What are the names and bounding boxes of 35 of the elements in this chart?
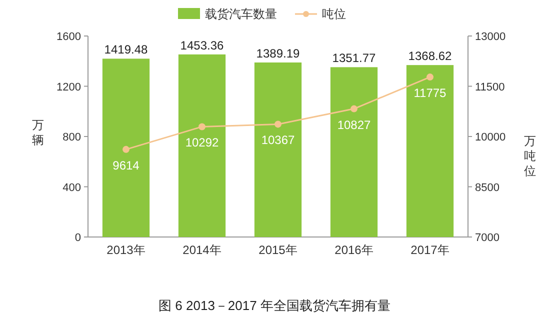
y-tick-label: 0 [74,232,81,244]
y-tick-label: 1200 [56,81,81,94]
point [350,105,358,112]
data-label: 1419.48 [104,42,148,57]
x-tick-label: 2015年 [258,243,298,257]
data-label: 9614 [112,158,140,172]
y-tick-label: 400 [62,182,81,194]
data-label: 1368.62 [408,49,452,64]
x-tick-label: 2017年 [410,243,450,257]
y-axis-title: 万辆 [32,118,44,147]
data-label: 11775 [414,86,447,100]
point [122,146,130,153]
data-label: 1389.19 [256,46,300,60]
x-tick-label: 2016年 [334,243,374,257]
data-label: 10827 [337,118,372,132]
legend-label: 载货汽车数量 [205,7,277,21]
data-label: 10292 [185,136,220,150]
x-tick-label: 2013年 [106,243,146,257]
data-label: 1351.77 [332,51,376,66]
data-label: 10367 [261,133,296,148]
data-label: 1453.36 [180,38,224,52]
y-tick-label: 1600 [56,31,81,43]
point [198,123,206,130]
y2-tick-label: 8500 [475,182,500,194]
point [426,74,434,81]
y-tick-label: 800 [62,132,81,144]
point [274,120,282,128]
y2-tick-label: 7000 [475,232,500,244]
y2-tick-label: 13000 [475,31,506,43]
y2-tick-label: 10000 [475,132,506,144]
x-tick-label: 2014年 [182,243,222,257]
legend-label: 吨位 [322,7,346,21]
y2-tick-label: 11500 [475,81,505,94]
text: 图 6 2013－2017 年全国载货汽车拥有量 [158,298,390,313]
y2-axis-title: 万吨位 [524,134,536,178]
